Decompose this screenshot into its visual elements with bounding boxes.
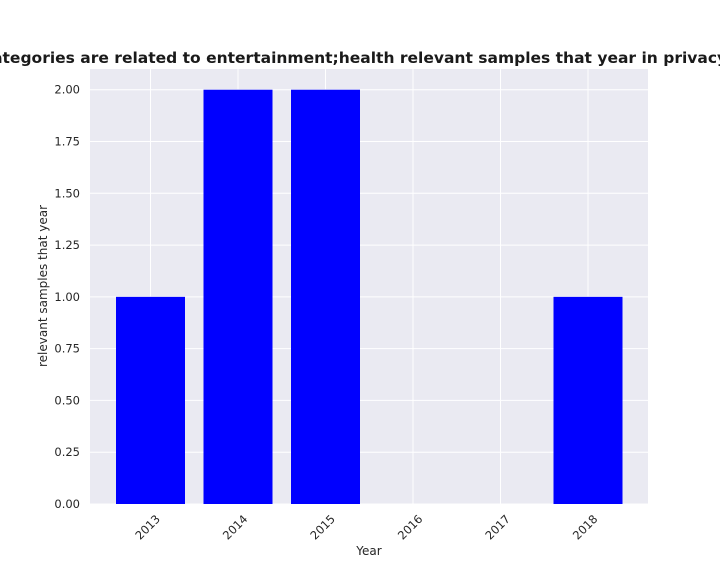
y-tick-label: 0.50 <box>54 393 80 407</box>
y-tick-label: 0.00 <box>54 497 80 511</box>
x-axis-ticks: 2013 2014 2015 2016 2017 2018 <box>132 512 600 543</box>
x-tick-label: 2016 <box>395 512 426 543</box>
y-tick-label: 2.00 <box>54 83 80 97</box>
y-tick-label: 1.75 <box>54 135 80 149</box>
x-tick-label: 2017 <box>482 512 513 543</box>
x-axis-label: Year <box>355 544 381 558</box>
bar-2015 <box>291 89 360 504</box>
x-tick-label: 2015 <box>307 512 338 543</box>
y-tick-label: 1.00 <box>54 290 80 304</box>
y-tick-label: 0.25 <box>54 445 80 459</box>
y-axis-label: relevant samples that year <box>36 205 50 367</box>
x-tick-label: 2014 <box>220 512 251 543</box>
chart-title: Questions in categories are related to e… <box>0 49 720 67</box>
y-axis-ticks: 0.00 0.25 0.50 0.75 1.00 1.25 1.50 1.75 2.00 <box>54 83 80 511</box>
bar-2014 <box>203 89 273 504</box>
y-tick-label: 1.25 <box>54 238 80 252</box>
bar-2013 <box>116 296 185 504</box>
bar-2018 <box>553 296 623 504</box>
x-tick-label: 2018 <box>570 512 601 543</box>
y-tick-label: 0.75 <box>54 342 80 356</box>
x-tick-label: 2013 <box>132 512 163 543</box>
bars <box>116 89 623 504</box>
y-tick-label: 1.50 <box>54 186 80 200</box>
